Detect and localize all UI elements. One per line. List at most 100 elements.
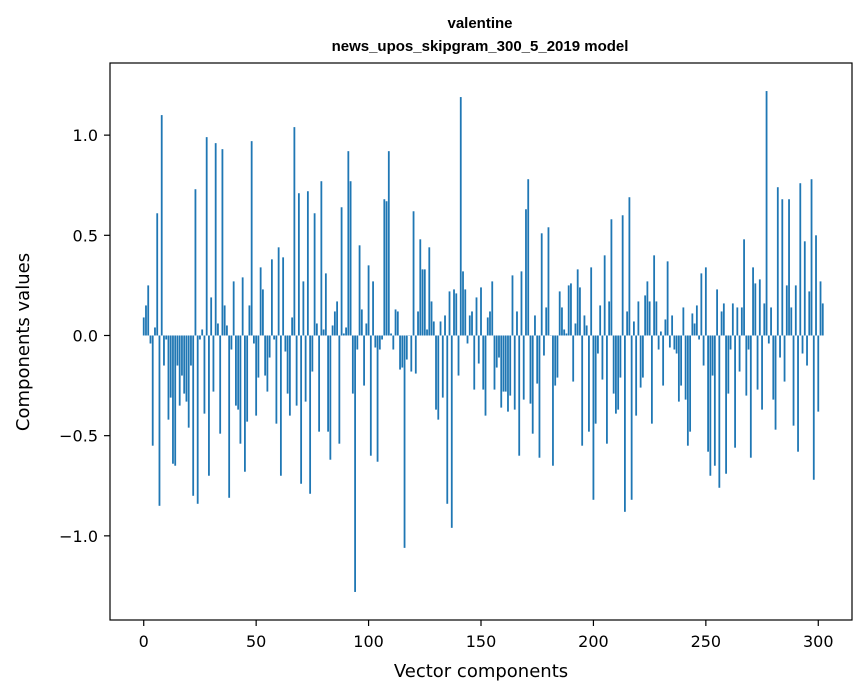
bar-73 xyxy=(306,191,309,336)
bar-69 xyxy=(297,193,300,336)
bar-278 xyxy=(767,335,770,344)
bar-189 xyxy=(567,285,570,336)
bar-185 xyxy=(558,291,561,336)
bar-286 xyxy=(785,285,788,336)
bar-62 xyxy=(282,257,285,336)
bar-82 xyxy=(327,335,329,432)
bar-269 xyxy=(747,335,750,350)
bar-92 xyxy=(349,181,352,336)
bar-36 xyxy=(223,305,226,336)
bar-47 xyxy=(248,305,251,336)
bar-291 xyxy=(797,335,799,452)
bar-240 xyxy=(682,307,685,336)
bar-46 xyxy=(246,335,249,422)
bar-85 xyxy=(333,311,336,336)
y-tick-label: 0.0 xyxy=(73,326,98,345)
bar-194 xyxy=(579,287,581,336)
x-tick-label: 50 xyxy=(246,632,266,651)
bar-28 xyxy=(205,137,208,336)
bar-12 xyxy=(169,335,172,398)
bar-234 xyxy=(668,335,671,348)
bar-167 xyxy=(518,335,521,456)
bar-44 xyxy=(241,277,244,336)
bar-247 xyxy=(698,335,700,340)
bar-288 xyxy=(790,307,793,336)
bar-184 xyxy=(556,335,559,378)
bar-106 xyxy=(381,335,383,340)
bar-186 xyxy=(561,307,563,336)
bar-300 xyxy=(817,335,820,412)
bar-110 xyxy=(390,333,392,336)
bar-9 xyxy=(163,335,165,366)
bar-296 xyxy=(808,291,811,336)
bar-38 xyxy=(228,335,231,498)
bar-151 xyxy=(482,335,485,390)
bar-279 xyxy=(770,307,772,336)
bar-150 xyxy=(480,287,482,336)
bar-141 xyxy=(459,97,462,336)
bar-101 xyxy=(369,335,372,456)
bar-43 xyxy=(239,335,242,444)
bar-76 xyxy=(313,213,316,336)
bar-117 xyxy=(405,335,408,360)
bar-207 xyxy=(608,301,611,336)
bar-32 xyxy=(214,143,217,336)
bar-297 xyxy=(810,179,813,336)
bar-193 xyxy=(576,269,579,336)
bar-196 xyxy=(583,315,586,336)
bar-144 xyxy=(466,335,469,344)
bar-13 xyxy=(172,335,174,464)
bar-134 xyxy=(444,315,446,336)
bar-210 xyxy=(615,335,617,414)
bar-84 xyxy=(331,325,334,336)
bar-214 xyxy=(624,335,626,512)
bar-180 xyxy=(547,227,550,336)
bar-212 xyxy=(619,335,622,378)
x-tick-label: 300 xyxy=(803,632,834,651)
bar-104 xyxy=(376,335,379,462)
bar-259 xyxy=(725,335,727,474)
bar-153 xyxy=(486,317,489,336)
bar-129 xyxy=(432,321,435,336)
y-tick-label: −0.5 xyxy=(59,427,98,446)
y-axis-ticks: −1.0 −0.5 0.0 0.5 1.0 xyxy=(59,126,110,546)
bar-197 xyxy=(585,325,588,336)
bar-100 xyxy=(367,265,370,336)
bar-244 xyxy=(691,313,694,336)
bar-105 xyxy=(378,335,381,350)
bar-230 xyxy=(659,331,662,336)
bar-61 xyxy=(279,335,282,476)
bar-166 xyxy=(516,311,518,336)
bar-23 xyxy=(194,189,197,336)
bar-215 xyxy=(626,311,629,336)
bar-24 xyxy=(196,335,199,504)
bar-1 xyxy=(145,305,147,336)
bar-159 xyxy=(500,335,503,408)
bar-125 xyxy=(423,269,426,336)
bar-96 xyxy=(358,245,361,336)
bar-174 xyxy=(534,315,536,336)
y-axis-label: Components values xyxy=(13,253,34,431)
bar-277 xyxy=(765,91,768,336)
bar-140 xyxy=(457,335,460,376)
bar-65 xyxy=(288,335,291,416)
bar-292 xyxy=(799,183,802,336)
bar-111 xyxy=(392,335,395,350)
bar-206 xyxy=(606,335,608,444)
bar-39 xyxy=(230,335,233,350)
bar-261 xyxy=(729,335,732,350)
bar-18 xyxy=(183,335,186,394)
bar-132 xyxy=(439,321,442,336)
bar-245 xyxy=(693,323,696,336)
bar-137 xyxy=(450,335,453,528)
bar-160 xyxy=(502,335,505,392)
bar-26 xyxy=(201,329,204,336)
bar-203 xyxy=(599,305,602,336)
bar-272 xyxy=(754,283,757,336)
bar-270 xyxy=(749,335,752,458)
bar-70 xyxy=(300,335,303,484)
bar-294 xyxy=(803,241,806,336)
bar-290 xyxy=(794,285,797,336)
bar-42 xyxy=(237,335,240,410)
